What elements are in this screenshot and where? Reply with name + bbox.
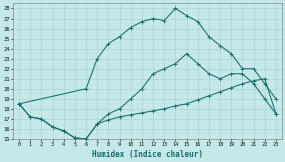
- X-axis label: Humidex (Indice chaleur): Humidex (Indice chaleur): [92, 150, 203, 159]
